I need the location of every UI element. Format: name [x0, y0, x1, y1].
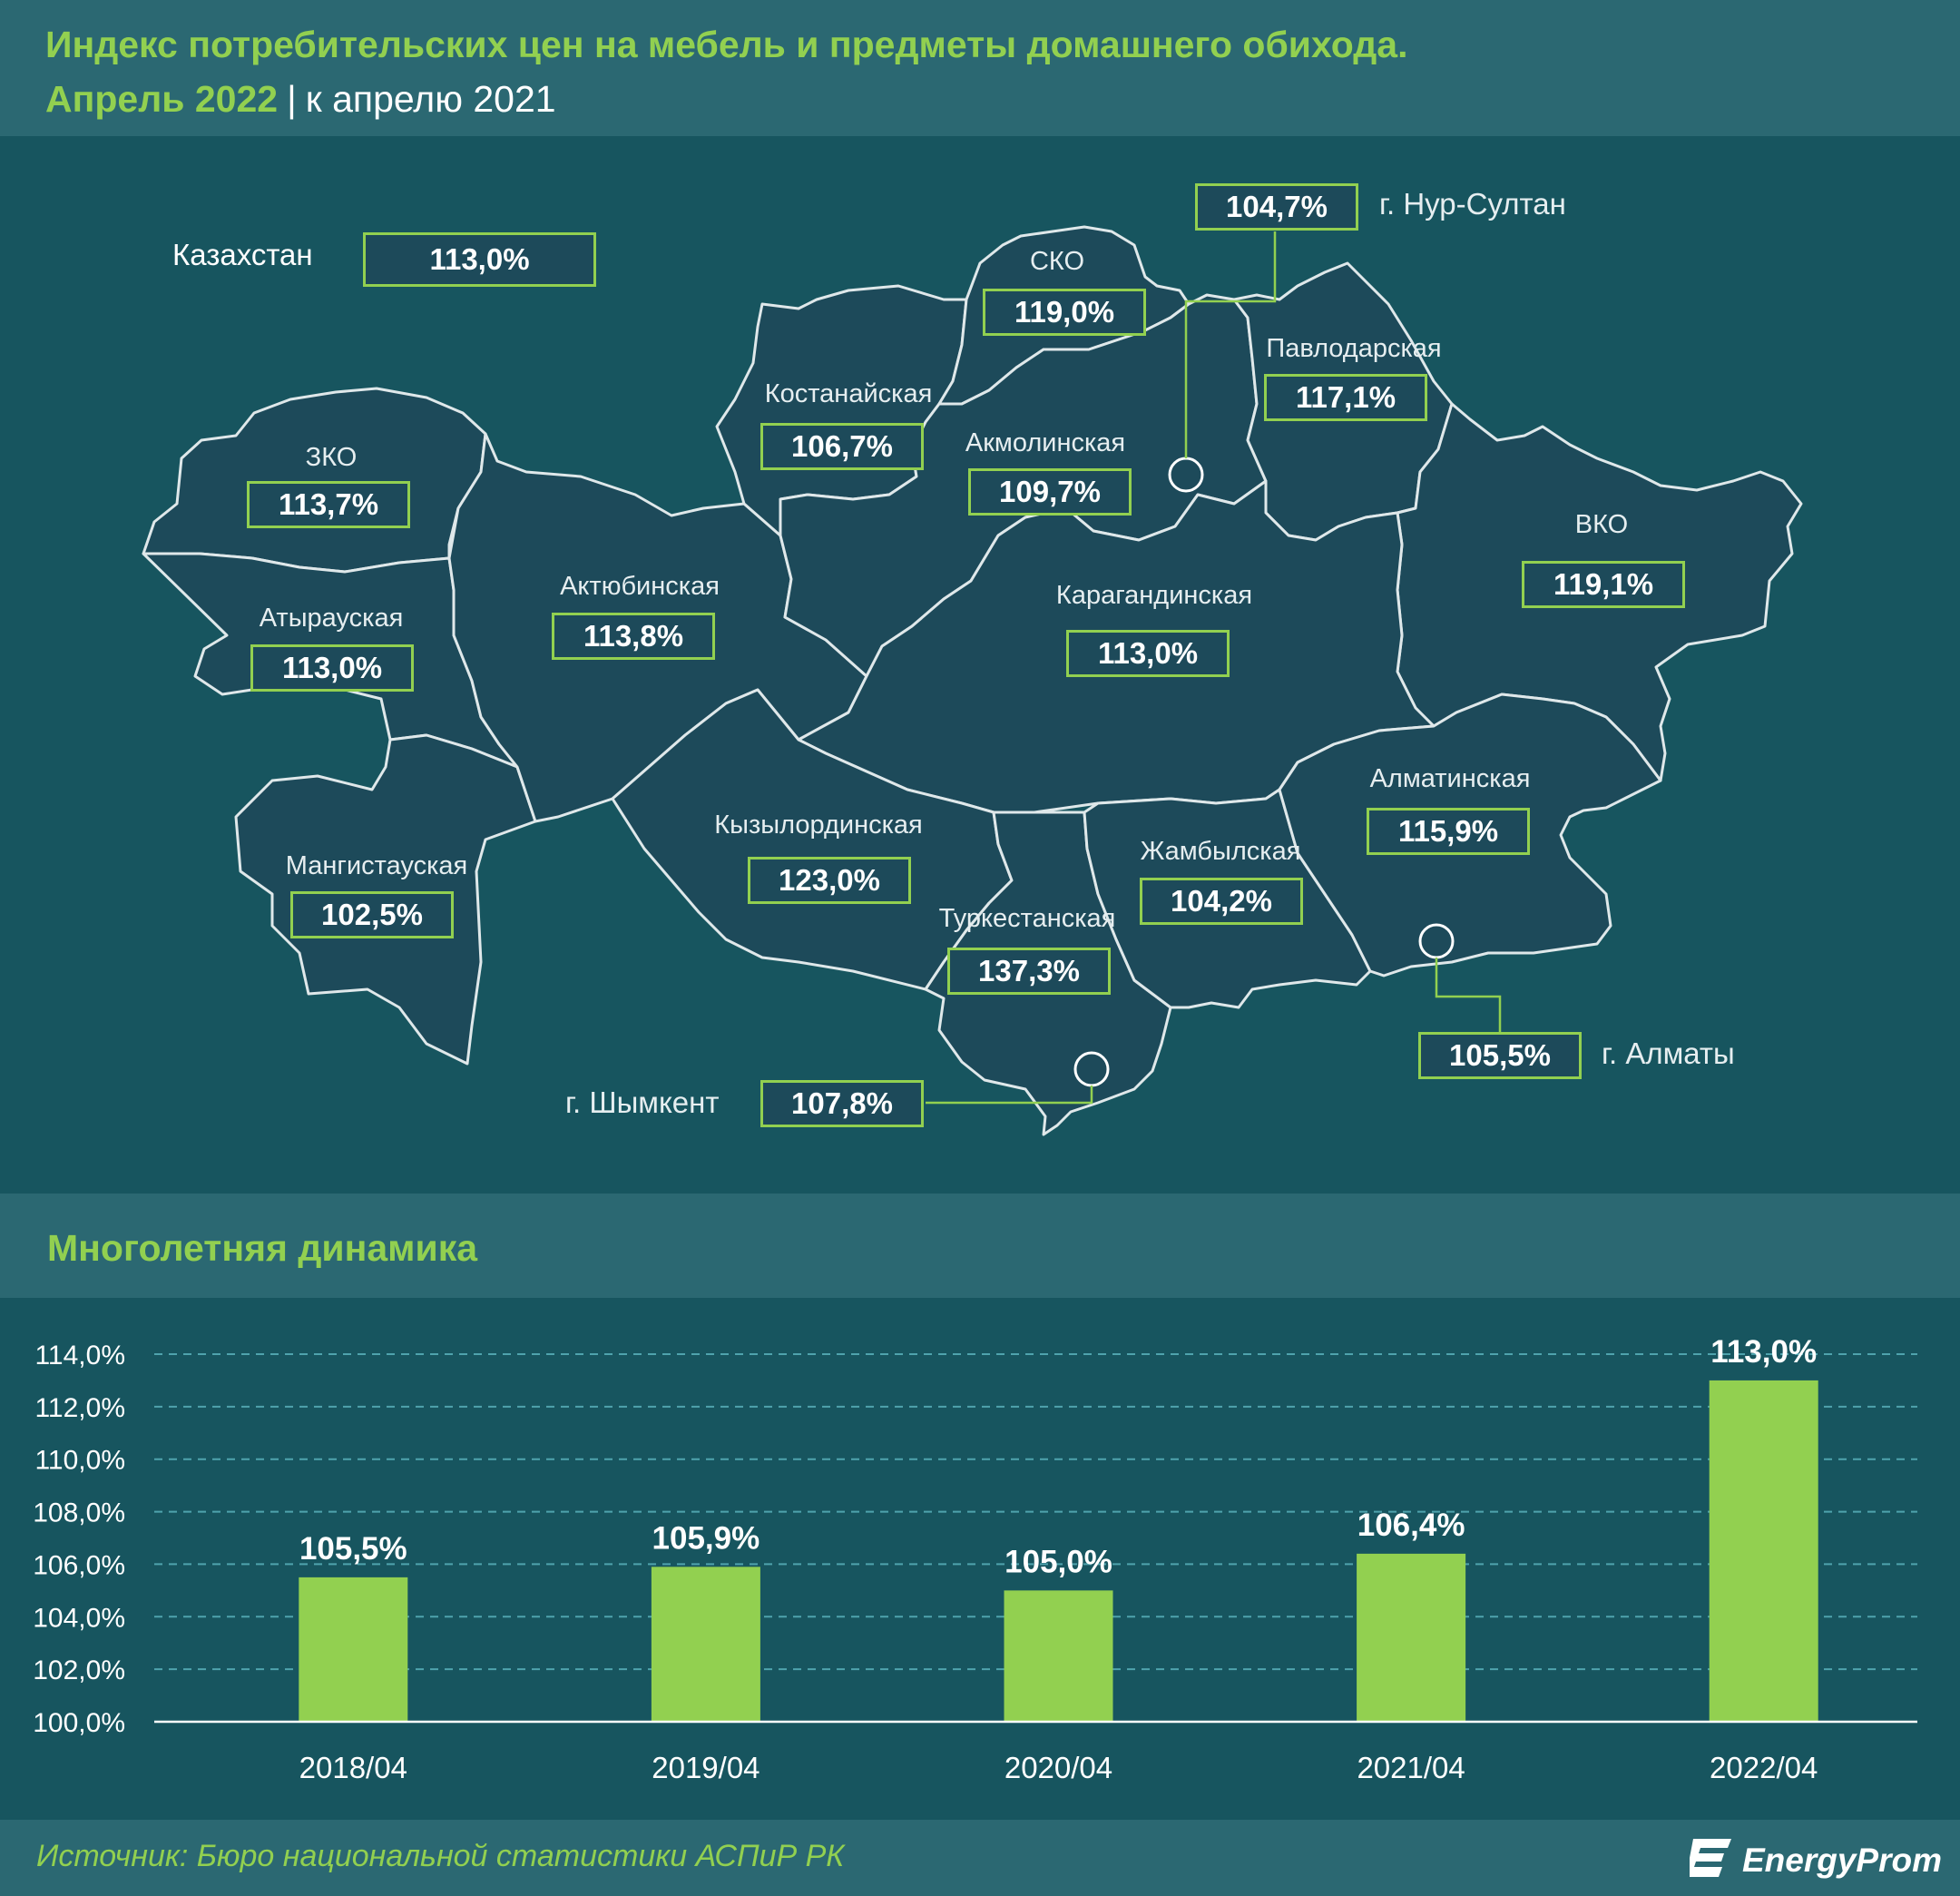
chart-bars: [299, 1380, 1818, 1722]
region-akmola-name: Акмолинская: [965, 428, 1126, 457]
city-almaty-name: г. Алматы: [1602, 1036, 1735, 1070]
city-nur-sultan-value: 104,7%: [1195, 183, 1358, 231]
header-band: [0, 0, 1960, 136]
city-nur-sultan-name: г. Нур-Султан: [1379, 187, 1566, 221]
region-turkestan-value: 137,3%: [947, 948, 1111, 995]
y-tick-label: 100,0%: [33, 1708, 125, 1738]
region-mangystau-name: Мангистауская: [285, 851, 468, 880]
region-kostanay-value: 106,7%: [760, 423, 924, 470]
region-pavlodar-name: Павлодарская: [1266, 334, 1442, 363]
region-vko-name: ВКО: [1574, 510, 1629, 539]
y-tick-label: 106,0%: [33, 1550, 125, 1580]
shymkent-leader-line: [926, 1086, 1093, 1105]
region-vko-value: 119,1%: [1522, 561, 1685, 608]
energyprom-logo-icon: [1690, 1839, 1731, 1877]
region-almaty-name: Алматинская: [1369, 764, 1531, 793]
subtitle-month: Апрель 2022: [45, 78, 279, 120]
region-aktobe-name: Актюбинская: [560, 572, 720, 601]
almaty-leader-line: [1435, 958, 1502, 1035]
region-kyzylorda-name: Кызылординская: [714, 810, 923, 840]
logo-text: EnergyProm: [1742, 1842, 1943, 1879]
chart-y-ticks: 100,0% 102,0% 104,0% 106,0% 108,0% 110,0% 112,…: [33, 1341, 125, 1738]
region-kyzylorda-value: 123,0%: [748, 857, 911, 904]
region-aktobe-value: 113,8%: [552, 613, 715, 660]
x-tick-label: 2022/04: [1710, 1751, 1818, 1784]
chart-area: [0, 1298, 1960, 1820]
city-almaty-value: 105,5%: [1418, 1032, 1582, 1079]
region-sko-name: СКО: [1029, 247, 1085, 276]
y-tick-label: 102,0%: [33, 1655, 125, 1685]
region-almaty-value: 115,9%: [1367, 808, 1530, 855]
bar-data-label: 105,0%: [1004, 1544, 1112, 1579]
bar-data-label: 113,0%: [1710, 1334, 1817, 1370]
region-atyrau-name: Атырауская: [259, 604, 404, 633]
city-shymkent-name: г. Шымкент: [565, 1086, 720, 1119]
y-tick-label: 110,0%: [34, 1446, 125, 1476]
chart-gridlines: [154, 1353, 1917, 1671]
region-sko-value: 119,0%: [983, 289, 1146, 336]
region-zhambyl-name: Жамбылская: [1140, 837, 1301, 866]
y-tick-label: 104,0%: [33, 1603, 125, 1633]
nur-sultan-leader-line: [1184, 231, 1277, 458]
y-tick-label: 114,0%: [34, 1341, 125, 1370]
page-title: Индекс потребительских цен на мебель и п…: [45, 24, 1408, 65]
bar-2022-04: [1709, 1380, 1818, 1722]
subtitle-separator: |: [287, 78, 297, 120]
footer-band: [0, 1820, 1960, 1896]
region-karaganda-value: 113,0%: [1066, 630, 1230, 677]
bar-2021-04: [1357, 1553, 1466, 1722]
chart-x-ticks: 2018/04 2019/04 2020/04 2021/04 2022/04: [299, 1751, 1818, 1784]
bar-data-label: 105,9%: [652, 1520, 760, 1556]
x-tick-label: 2021/04: [1357, 1751, 1465, 1784]
bar-data-label: 105,5%: [299, 1531, 407, 1567]
y-tick-label: 112,0%: [34, 1393, 125, 1423]
chart-data-labels: 105,5% 105,9% 105,0% 106,4% 113,0%: [299, 1334, 1817, 1579]
bar-data-label: 106,4%: [1357, 1508, 1465, 1543]
country-name: Казахстан: [172, 238, 313, 271]
bar-2020-04: [1004, 1590, 1113, 1722]
region-zko-name: ЗКО: [305, 443, 358, 472]
bar-2018-04: [299, 1577, 408, 1722]
region-pavlodar-value: 117,1%: [1264, 374, 1427, 421]
region-akmola-value: 109,7%: [968, 468, 1132, 516]
x-tick-label: 2019/04: [652, 1751, 760, 1784]
region-zko-value: 113,7%: [247, 481, 410, 528]
source-note: Источник: Бюро национальной статистики А…: [36, 1839, 845, 1873]
region-karaganda-name: Карагандинская: [1055, 581, 1253, 610]
x-tick-label: 2020/04: [1004, 1751, 1112, 1784]
subtitle-comparison: к апрелю 2021: [305, 78, 556, 120]
region-mangystau-value: 102,5%: [290, 891, 454, 938]
dynamics-header-band: [0, 1194, 1960, 1298]
page-subtitle: Апрель 2022 | к апрелю 2021: [45, 78, 556, 121]
bar-2019-04: [651, 1567, 760, 1722]
dynamics-title: Многолетняя динамика: [47, 1227, 478, 1269]
y-tick-label: 108,0%: [33, 1498, 125, 1528]
city-shymkent-value: 107,8%: [760, 1080, 924, 1127]
region-turkestan-name: Туркестанская: [938, 904, 1116, 933]
region-atyrau-value: 113,0%: [250, 644, 414, 692]
country-value: 113,0%: [363, 232, 596, 287]
region-zhambyl-value: 104,2%: [1140, 878, 1303, 925]
x-tick-label: 2018/04: [299, 1751, 407, 1784]
region-kostanay-name: Костанайская: [764, 379, 933, 408]
